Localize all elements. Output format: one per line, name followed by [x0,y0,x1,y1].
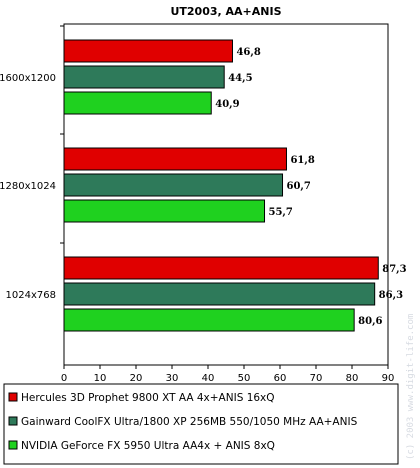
data-label: 55,7 [269,207,293,218]
x-tick-label: 0 [61,373,67,384]
data-label: 46,8 [236,47,260,58]
legend-swatch [8,416,18,426]
x-tick-label: 10 [94,373,107,384]
legend-box [3,383,399,465]
data-label: 86,3 [379,290,403,301]
data-label: 44,5 [228,73,252,84]
data-label: 40,9 [215,99,239,110]
y-tick-label: 1600x1200 [0,73,56,84]
plot-area: 0 10 20 30 40 50 60 70 80 90 1600x1200 46,8 44,5 40,9… [0,23,407,384]
x-tick-label: 30 [166,373,179,384]
legend-swatch [8,440,18,450]
x-tick-label: 60 [274,373,287,384]
bar [63,65,225,89]
data-label: 61,8 [290,155,314,166]
watermark: (c) 2003 www.digit-life.com [406,314,416,460]
bar [63,199,266,223]
legend-label: Gainward CoolFX Ultra/1800 XP 256MB 550/… [21,416,358,428]
x-tick-label: 70 [310,373,323,384]
bar [63,282,376,306]
x-tick-label: 20 [130,373,143,384]
y-tick-label: 1024x768 [6,290,56,301]
watermark-text: (c) 2003 www.digit-life.com [406,314,416,460]
legend: Hercules 3D Prophet 9800 XT AA 4x+ANIS 1… [3,383,399,465]
bar [63,39,233,63]
legend-label: NVIDIA GeForce FX 5950 Ultra AA4x + ANIS… [21,440,275,452]
x-tick-label: 90 [382,373,395,384]
chart-title: UT2003, AA+ANIS [170,5,281,18]
data-label: 60,7 [287,181,311,192]
x-tick-label: 50 [238,373,251,384]
bar [63,147,287,171]
data-label: 87,3 [382,264,406,275]
bar [63,256,379,280]
y-tick-label: 1280x1024 [0,181,56,192]
x-tick-label: 40 [202,373,215,384]
data-label: 80,6 [358,316,382,327]
bar [63,308,355,332]
bar [63,173,284,197]
legend-label: Hercules 3D Prophet 9800 XT AA 4x+ANIS 1… [21,392,275,404]
bar [63,91,212,115]
legend-swatch [8,392,18,402]
x-tick-label: 80 [346,373,359,384]
